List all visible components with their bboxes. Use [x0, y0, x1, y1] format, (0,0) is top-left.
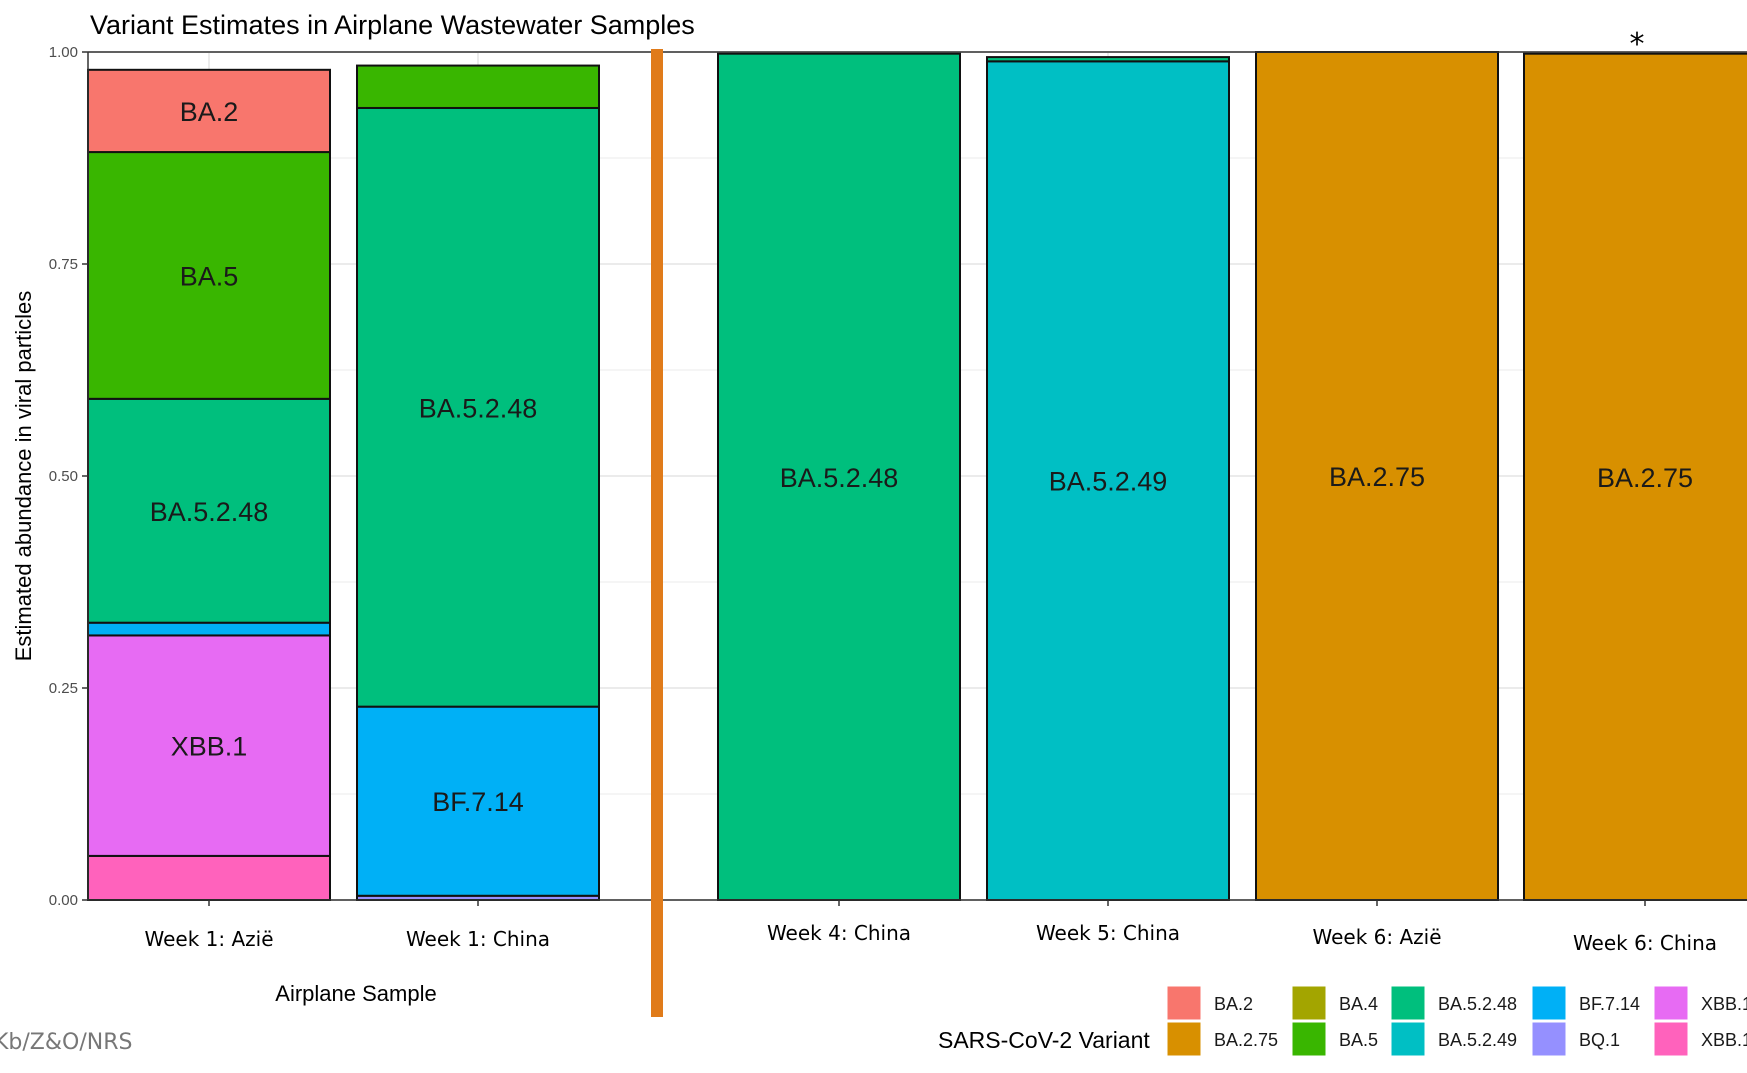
segment-label: XBB.1 — [171, 732, 248, 762]
legend-swatch — [1291, 985, 1327, 1021]
segment-label: BA.5.2.48 — [150, 497, 269, 527]
axes-group: 0.00 0.25 0.50 0.75 1.00 Week 1: Azië Week 1: … — [49, 44, 1747, 955]
x-tick-label: Week 4: China — [767, 921, 911, 945]
panel-divider — [651, 49, 663, 1017]
bar-segment — [1255, 51, 1499, 901]
legend-swatch — [1653, 1021, 1689, 1057]
legend-label: BA.4 — [1339, 994, 1378, 1014]
y-tick-label: 0.75 — [49, 256, 78, 273]
y-axis-title: Estimated abundance in viral particles — [11, 291, 36, 662]
annotation-asterisk: * — [1630, 27, 1645, 62]
legend-label: BA.5.2.49 — [1438, 1030, 1517, 1050]
y-tick-label: 0.50 — [49, 468, 78, 485]
bar-segment — [87, 397, 331, 624]
segment-label: BA.2.75 — [1329, 462, 1425, 492]
x-tick-label: Week 6: China — [1573, 931, 1717, 955]
legend-swatch — [1390, 1021, 1426, 1057]
segment-label: BA.2 — [180, 97, 239, 127]
bar-segment — [986, 56, 1230, 63]
segment-label: BA.5.2.48 — [780, 463, 899, 493]
bar-segment — [356, 64, 600, 109]
bar-segment — [1523, 52, 1747, 902]
segment-label: BF.7.14 — [432, 787, 524, 817]
legend-swatch — [1531, 1021, 1567, 1057]
legend-label: BA.5 — [1339, 1030, 1378, 1050]
legend-label: BA.2 — [1214, 994, 1253, 1014]
chart-title: Variant Estimates in Airplane Wastewater… — [90, 10, 695, 40]
x-tick-label: Week 6: Azië — [1312, 925, 1441, 949]
bar-segment — [87, 68, 331, 154]
legend-label: BA.2.75 — [1214, 1030, 1278, 1050]
legend-swatch — [1653, 985, 1689, 1021]
legend-label: XBB.1 — [1701, 1030, 1747, 1050]
segment-label: BA.2.75 — [1597, 463, 1693, 493]
segment-label: BA.5 — [180, 261, 239, 291]
bar-segment — [356, 106, 600, 708]
legend-swatch — [1166, 1021, 1202, 1057]
legend-swatch — [1291, 1021, 1327, 1057]
legend-label: BA.5.2.48 — [1438, 994, 1517, 1014]
legend-label: BF.7.14 — [1579, 994, 1640, 1014]
bar-segment — [356, 705, 600, 897]
credit-text: Kb/Z&O/NRS — [0, 1030, 132, 1055]
x-tick-label: Week 5: China — [1036, 921, 1180, 945]
bar-segment — [87, 151, 331, 400]
segment-label: BA.5.2.48 — [419, 393, 538, 423]
x-tick-label: Week 1: China — [406, 927, 550, 951]
legend-swatch — [1390, 985, 1426, 1021]
bar-segment — [87, 854, 331, 901]
legend-label: BQ.1 — [1579, 1030, 1620, 1050]
y-tick-label: 0.00 — [49, 892, 78, 909]
x-tick-label: Week 1: Azië — [144, 927, 273, 951]
legend-swatch — [1531, 985, 1567, 1021]
y-tick-label: 0.25 — [49, 680, 78, 697]
x-axis-title: Airplane Sample — [275, 981, 436, 1006]
segment-label: BA.5.2.49 — [1049, 467, 1168, 497]
legend-swatch — [1166, 985, 1202, 1021]
legend: SARS-CoV-2 Variant BA.2 BA.2.75 BA.4 BA.5 BA… — [938, 985, 1747, 1057]
legend-label: XBB.1 — [1701, 994, 1747, 1014]
bar-segment — [717, 52, 961, 902]
y-tick-label: 1.00 — [49, 44, 78, 61]
bar-segment — [87, 634, 331, 857]
legend-title: SARS-CoV-2 Variant — [938, 1027, 1150, 1053]
bars-group: XBB.1 BA.5.2.48 BA.5 BA.2 BF.7.14 BA.5.2.48 BA… — [87, 51, 1747, 902]
bar-segment — [87, 621, 331, 637]
